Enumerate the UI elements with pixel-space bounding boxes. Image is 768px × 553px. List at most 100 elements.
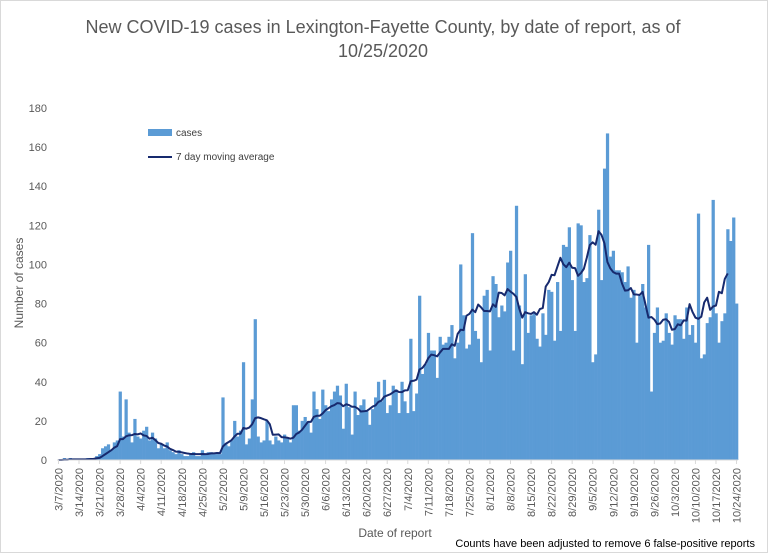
bar-cases [699, 358, 704, 460]
bar-cases [456, 342, 460, 460]
bar-cases [447, 336, 451, 460]
x-tick-label: 6/27/2020 [382, 468, 394, 517]
bar-cases [664, 313, 668, 460]
y-tick-label: 0 [41, 455, 47, 467]
bar-cases [294, 405, 298, 460]
bar-cases [429, 350, 434, 460]
x-tick-label: 4/4/2020 [136, 468, 148, 511]
bar-cases [585, 278, 589, 460]
bar-cases [335, 385, 340, 460]
bar-cases [479, 362, 483, 460]
x-tick-label: 9/5/2020 [588, 468, 600, 511]
bar-cases [233, 420, 237, 460]
bar-cases [726, 229, 730, 460]
bar-cases [156, 448, 161, 460]
bar-cases [376, 381, 381, 460]
bar-cases [271, 444, 275, 460]
bar-cases [426, 332, 431, 460]
legend-label-cases: cases [176, 128, 202, 139]
bar-cases [605, 133, 610, 461]
bar-cases [711, 199, 715, 460]
x-tick-label: 9/19/2020 [629, 468, 641, 517]
bar-cases [591, 362, 595, 460]
bar-cases [180, 454, 184, 460]
bar-cases [465, 348, 469, 460]
bar-cases [341, 428, 345, 460]
x-tick-label: 5/30/2020 [300, 468, 312, 517]
bar-cases [647, 244, 651, 460]
bar-cases [285, 438, 290, 460]
y-axis-label: Number of cases [12, 238, 26, 329]
bar-cases [723, 313, 727, 460]
bar-cases [344, 383, 348, 460]
bar-cases [112, 442, 117, 460]
bar-cases [597, 209, 601, 460]
x-tick-label: 9/12/2020 [608, 468, 620, 517]
y-tick-label: 80 [35, 299, 47, 311]
bar-cases [415, 393, 419, 460]
x-tick-label: 7/11/2020 [423, 468, 435, 516]
bar-cases [688, 334, 692, 460]
bar-cases [109, 450, 114, 460]
x-tick-label: 4/11/2020 [156, 468, 168, 516]
bar-cases [661, 340, 665, 460]
bar-cases [594, 354, 598, 460]
bar-cases [720, 321, 724, 460]
bar-cases [602, 168, 607, 460]
bar-cases [511, 350, 516, 460]
bar-cases [529, 315, 533, 460]
bar-cases [626, 266, 630, 460]
bar-cases [541, 313, 545, 460]
x-tick-label: 8/29/2020 [567, 468, 579, 517]
bar-cases [259, 442, 263, 460]
bar-cases [729, 240, 733, 460]
bar-cases [174, 454, 178, 460]
bar-cases [412, 411, 416, 460]
bar-cases [423, 364, 428, 460]
bar-cases [197, 456, 202, 460]
bar-cases [629, 297, 633, 460]
y-tick-label: 60 [35, 338, 47, 350]
y-tick-label: 100 [29, 259, 47, 271]
bar-cases [315, 409, 319, 460]
bar-cases [494, 284, 498, 460]
y-tick-label: 120 [29, 220, 47, 232]
bar-cases [318, 418, 322, 460]
bar-cases [329, 399, 334, 460]
footnote: Counts have been adjusted to remove 6 fa… [455, 538, 755, 550]
bar-cases [206, 452, 210, 460]
bar-cases [735, 303, 739, 460]
bar-cases [262, 440, 266, 460]
bar-cases [230, 440, 234, 460]
x-axis-label: Date of report [358, 526, 432, 540]
x-tick-label: 3/14/2020 [74, 468, 86, 517]
x-tick-label: 5/23/2020 [279, 468, 291, 517]
x-tick-label: 8/22/2020 [547, 468, 559, 517]
bar-cases [482, 295, 486, 460]
x-tick-label: 6/13/2020 [341, 468, 353, 517]
bar-cases [362, 399, 366, 460]
bar-cases [693, 342, 698, 460]
bar-cases [312, 391, 316, 460]
bar-cases [611, 250, 616, 460]
bar-cases [153, 438, 158, 460]
bar-cases [200, 450, 205, 460]
bar-cases [576, 223, 580, 460]
x-tick-label: 6/6/2020 [321, 468, 333, 511]
bar-cases [332, 391, 337, 460]
bar-cases [382, 379, 387, 460]
bar-cases [532, 313, 536, 460]
x-tick-label: 10/17/2020 [711, 468, 723, 523]
bar-cases [614, 270, 618, 460]
bar-cases [550, 291, 554, 460]
bar-cases [359, 405, 363, 460]
x-tick-label: 5/16/2020 [259, 468, 271, 517]
legend: cases 7 day moving average [148, 128, 275, 163]
bar-cases [253, 319, 257, 460]
bar-cases [186, 456, 190, 460]
bar-cases [371, 409, 375, 460]
x-tick-label: 7/18/2020 [444, 468, 456, 517]
bar-cases [388, 405, 392, 460]
bar-cases [218, 454, 222, 460]
bar-cases [291, 405, 296, 460]
